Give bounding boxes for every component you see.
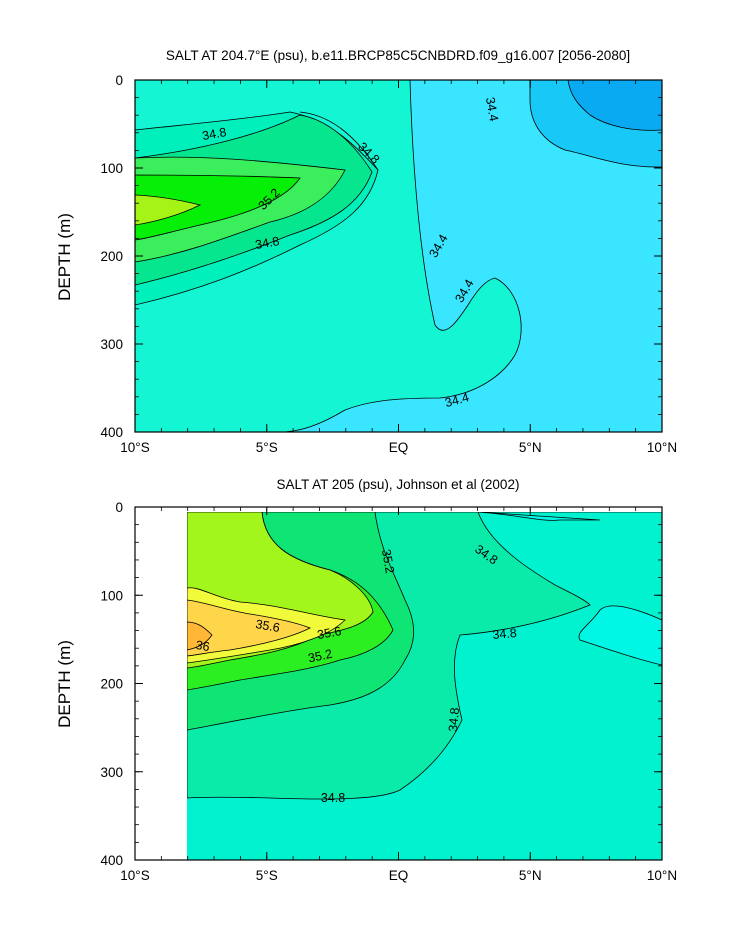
chart-1-band-35.4-35.6	[135, 194, 202, 226]
chart-2-axes: 10°S 5°S EQ 5°N 10°N 0 100 200 300 400	[100, 500, 677, 883]
x-tick-label: EQ	[389, 868, 409, 883]
chart-1-title: SALT AT 204.7°E (psu), b.e11.BRCP85C5CNB…	[166, 48, 630, 63]
chart-2-contour-label: 35.6	[316, 624, 342, 642]
chart-panel-1: SALT AT 204.7°E (psu), b.e11.BRCP85C5CNB…	[55, 48, 677, 455]
y-tick-label: 300	[100, 337, 123, 352]
chart-2-band-35.8-36.0	[187, 599, 311, 657]
chart-2-contour-label: 34.8	[492, 626, 518, 642]
chart-2-ylabel: DEPTH (m)	[55, 640, 74, 728]
chart-2-contour-label: 35.2	[379, 548, 397, 574]
chart-2-contour-label: 35.2	[307, 647, 334, 666]
chart-2-contour-label: 35.6	[254, 617, 280, 635]
chart-1-contour-line	[299, 111, 379, 171]
chart-2-contour-label: 36	[195, 638, 211, 654]
x-tick-label: 5°N	[519, 868, 542, 883]
chart-1-ylabel: DEPTH (m)	[55, 213, 74, 301]
chart-1-contour-label: 34.8	[201, 125, 227, 143]
x-tick-label: 5°S	[256, 440, 278, 455]
y-tick-label: 200	[100, 677, 123, 692]
chart-1-contour-label: 34.4	[443, 390, 470, 410]
x-tick-label: 10°N	[647, 868, 677, 883]
chart-1-band-34.0-lt	[567, 80, 662, 131]
y-tick-label: 100	[100, 588, 123, 603]
chart-2-field	[187, 512, 662, 860]
x-tick-label: 10°S	[120, 868, 149, 883]
chart-2-band-gt36.0	[187, 621, 213, 651]
x-tick-label: EQ	[389, 440, 409, 455]
y-tick-label: 400	[100, 425, 123, 440]
y-tick-label: 0	[115, 73, 123, 88]
y-tick-label: 300	[100, 765, 123, 780]
chart-1-band-35.2-35.4	[135, 174, 301, 241]
chart-1-contour-label: 34.8	[254, 234, 280, 252]
y-tick-label: 200	[100, 249, 123, 264]
chart-panel-2: SALT AT 205 (psu), Johnson et al (2002) …	[55, 477, 677, 883]
y-tick-label: 100	[100, 161, 123, 176]
chart-2-title: SALT AT 205 (psu), Johnson et al (2002)	[277, 477, 520, 492]
chart-1-axes: 10°S 5°S EQ 5°N 10°N 0 100 200 300 400	[100, 73, 677, 455]
chart-2-band-34.4-34.6	[477, 512, 662, 860]
chart-1-contour-label: 34.4	[483, 96, 501, 122]
x-tick-label: 5°N	[519, 440, 542, 455]
x-tick-label: 5°S	[256, 868, 278, 883]
x-tick-label: 10°N	[647, 440, 677, 455]
chart-1-field	[135, 80, 662, 432]
x-tick-label: 10°S	[120, 440, 149, 455]
chart-2-contour-label: 34.8	[446, 707, 462, 733]
y-tick-label: 0	[115, 500, 123, 515]
y-tick-label: 400	[100, 853, 123, 868]
chart-2-contour-label: 34.8	[321, 791, 345, 805]
